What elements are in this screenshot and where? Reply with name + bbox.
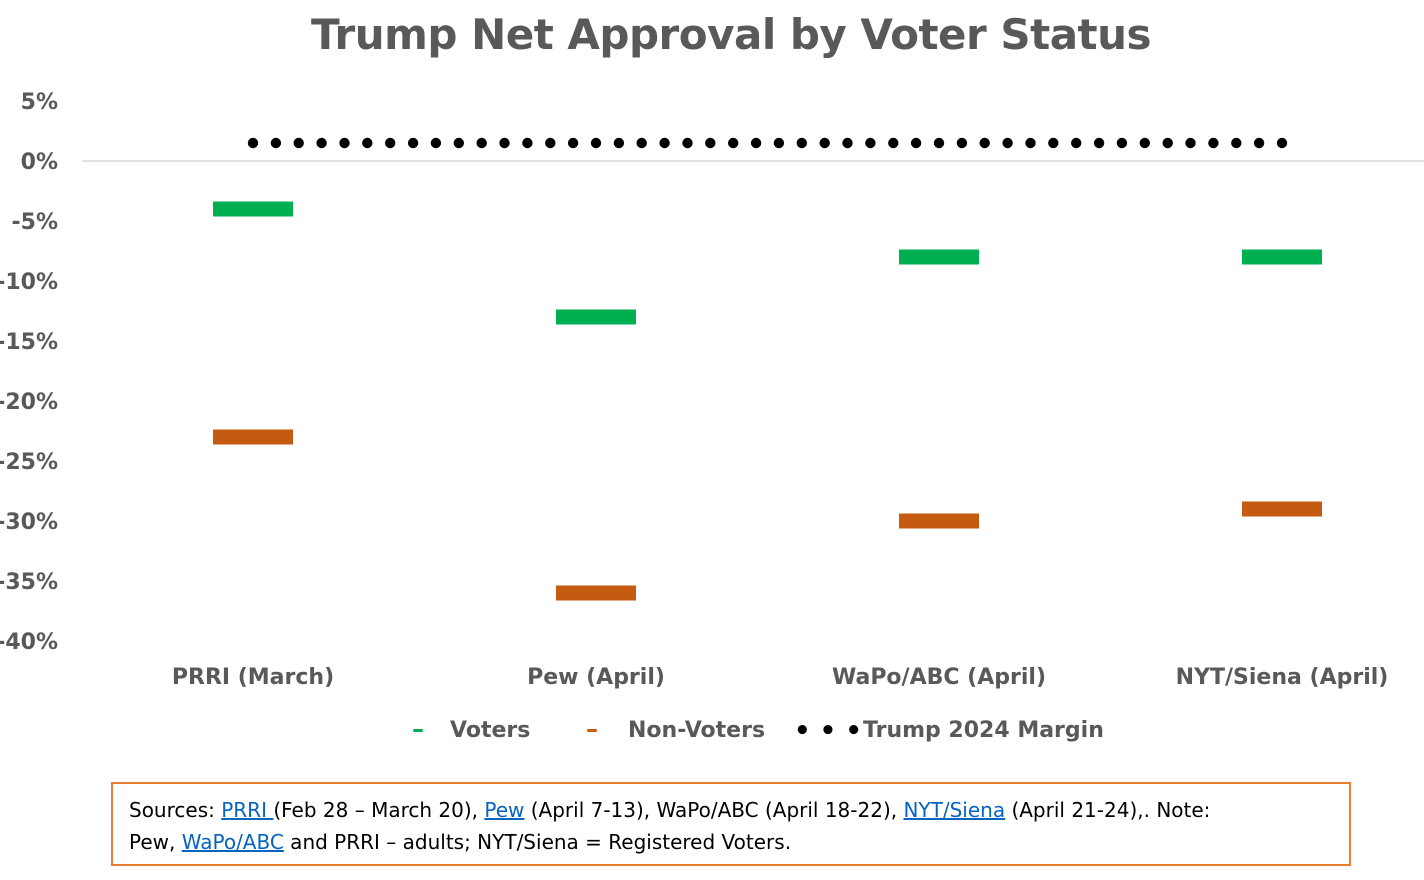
trump-margin-dot (247, 137, 259, 149)
trump-margin-dot (545, 137, 556, 149)
legend-nonvoters-label: Non-Voters (628, 718, 765, 743)
trump-margin-dot (522, 137, 533, 149)
trump-margin-dot (819, 137, 830, 149)
y-tick-label: 5% (21, 90, 58, 115)
x-tick-label: PRRI (March) (172, 665, 334, 690)
x-tick-label: Pew (April) (527, 665, 665, 690)
prri-link[interactable]: PRRI (221, 798, 274, 822)
trump-margin-dot (888, 137, 899, 149)
trump-margin-series (247, 137, 1288, 149)
nonvoters-mark (556, 585, 636, 601)
trump-margin-dot (476, 137, 487, 149)
trump-margin-dot (1139, 137, 1151, 149)
voters-mark (556, 309, 636, 325)
y-axis-ticks: 5% 0% -5% -10% -15% -20% -25% -30% -35% -40% (0, 90, 58, 655)
sources-line2-prefix: Pew, (129, 830, 182, 854)
sources-line2-suffix: and PRRI – adults; NYT/Siena = Registere… (283, 830, 792, 854)
trump-margin-dot (362, 137, 373, 149)
trump-margin-dot (590, 137, 602, 149)
trump-margin-dot (453, 137, 464, 149)
trump-margin-dot (1208, 137, 1219, 149)
trump-margin-dot (865, 137, 876, 149)
legend-voters-label: Voters (450, 718, 530, 743)
trump-margin-dot (1002, 137, 1013, 149)
nyt-siena-link[interactable]: NYT/Siena (903, 798, 1006, 822)
trump-margin-dot (705, 137, 716, 149)
nonvoters-mark (1242, 501, 1322, 517)
legend-margin-marker: • • • (794, 716, 862, 746)
trump-margin-dot (339, 137, 350, 149)
trump-margin-dot (933, 137, 945, 149)
trump-margin-dot (979, 137, 990, 149)
trump-margin-dot (636, 137, 647, 149)
legend: – Voters – Non-Voters • • • Trump 2024 M… (412, 715, 1104, 746)
x-axis-ticks: PRRI (March) Pew (April) WaPo/ABC (April) N… (172, 665, 1388, 690)
trump-margin-dot (750, 137, 762, 149)
chart-title: Trump Net Approval by Voter Status (310, 10, 1152, 59)
trump-margin-dot (1116, 137, 1128, 149)
trump-margin-dot (659, 137, 670, 149)
nonvoters-mark (899, 513, 979, 529)
trump-margin-dot (910, 137, 922, 149)
trump-margin-dot (728, 137, 739, 149)
trump-margin-dot (1071, 137, 1082, 149)
trump-margin-dot (1048, 137, 1059, 149)
sources-text-prri: (Feb 28 – March 20), (273, 798, 485, 822)
nonvoters-mark (213, 429, 293, 445)
y-tick-label: 0% (21, 150, 58, 175)
y-tick-label: -40% (0, 630, 58, 655)
trump-margin-dot (407, 137, 419, 149)
trump-margin-dot (1276, 137, 1288, 149)
x-tick-label: NYT/Siena (April) (1176, 665, 1389, 690)
trump-margin-dot (613, 137, 625, 149)
legend-voters-marker: – (412, 715, 424, 743)
legend-margin-label: Trump 2024 Margin (863, 718, 1104, 743)
trump-margin-dot (385, 137, 396, 149)
sources-line-1: Sources: PRRI (Feb 28 – March 20), Pew (… (129, 794, 1333, 826)
sources-line-2: Pew, WaPo/ABC and PRRI – adults; NYT/Sie… (129, 826, 1333, 858)
trump-margin-dot (316, 137, 327, 149)
trump-margin-dot (1162, 137, 1173, 149)
trump-margin-dot (430, 137, 442, 149)
pew-link[interactable]: Pew (484, 798, 525, 822)
trump-margin-dot (956, 137, 968, 149)
trump-margin-dot (1025, 137, 1036, 149)
x-tick-label: WaPo/ABC (April) (832, 665, 1046, 690)
y-tick-label: -10% (0, 270, 58, 295)
trump-margin-dot (567, 137, 579, 149)
trump-margin-dot (1253, 137, 1265, 149)
sources-prefix: Sources: (129, 798, 222, 822)
y-tick-label: -30% (0, 510, 58, 535)
trump-margin-dot (682, 137, 693, 149)
y-tick-label: -25% (0, 450, 58, 475)
trump-margin-dot (293, 137, 304, 149)
wapo-abc-link[interactable]: WaPo/ABC (181, 830, 284, 854)
trump-margin-dot (1185, 137, 1196, 149)
trump-margin-dot (499, 137, 510, 149)
voters-mark (1242, 249, 1322, 265)
y-tick-label: -5% (12, 210, 58, 235)
chart-plot: 5% 0% -5% -10% -15% -20% -25% -30% -35% -40% PRRI… (0, 90, 1424, 746)
y-tick-label: -15% (0, 330, 58, 355)
trump-margin-dot (773, 137, 785, 149)
sources-note: Sources: PRRI (Feb 28 – March 20), Pew (… (111, 782, 1351, 866)
voters-mark (899, 249, 979, 265)
legend-nonvoters-marker: – (586, 715, 598, 743)
sources-text-pew: (April 7-13), WaPo/ABC (April 18-22), (524, 798, 904, 822)
voters-mark (213, 201, 293, 217)
trump-margin-dot (796, 137, 807, 149)
sources-text-nyt: (April 21-24),. Note: (1005, 798, 1211, 822)
y-tick-label: -35% (0, 570, 58, 595)
trump-margin-dot (1231, 137, 1242, 149)
trump-margin-dot (842, 137, 853, 149)
trump-margin-dot (1093, 137, 1105, 149)
trump-margin-dot (270, 137, 282, 149)
series-marks (213, 201, 1322, 601)
y-tick-label: -20% (0, 390, 58, 415)
